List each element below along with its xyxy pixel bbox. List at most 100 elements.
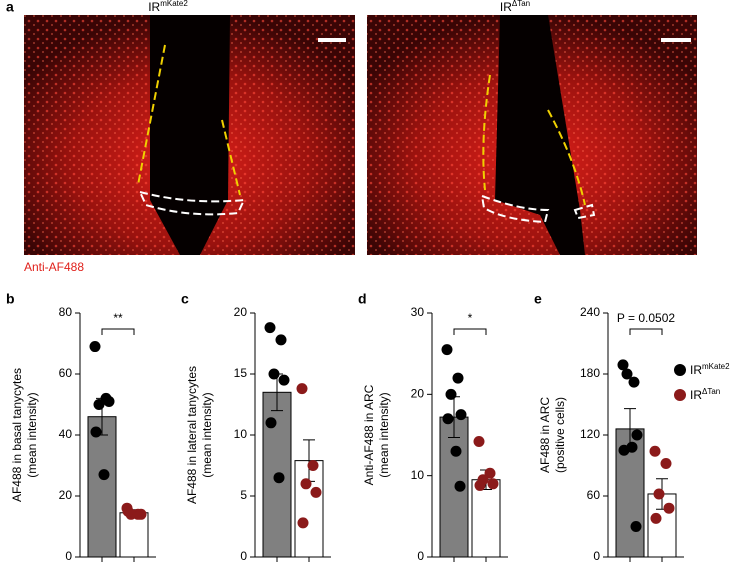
y-tick-label: 20: [411, 387, 425, 401]
y-tick-label: 240: [580, 305, 600, 319]
y-tick-label: 0: [65, 549, 72, 563]
y-tick-label: 0: [417, 549, 424, 563]
data-point: [653, 488, 665, 500]
data-point: [631, 429, 643, 441]
data-point: [297, 517, 309, 529]
y-tick-label: 15: [234, 366, 248, 380]
image-title-sup: ΔTan: [512, 0, 530, 8]
annotation: **: [113, 311, 123, 325]
legend-name: IR: [690, 363, 702, 377]
y-axis-label: Anti-AF488 in ARC: [362, 384, 376, 485]
bar: [87, 416, 117, 558]
data-point: [630, 521, 642, 532]
data-point: [90, 426, 102, 438]
data-point: [265, 417, 277, 429]
panel-letter: e: [534, 291, 542, 307]
y-tick-label: 10: [411, 468, 425, 482]
data-point: [135, 508, 147, 520]
panel-letter: d: [358, 291, 367, 307]
data-point: [122, 505, 134, 517]
data-point: [452, 372, 464, 384]
y-tick-label: 0: [240, 549, 247, 563]
legend-sup: ΔTan: [702, 387, 720, 396]
data-point: [454, 480, 466, 492]
y-axis-label: (mean intensity): [25, 392, 39, 477]
data-point: [445, 388, 457, 400]
data-point: [663, 502, 675, 514]
data-point: [442, 413, 454, 425]
data-point: [473, 436, 485, 448]
data-point: [273, 472, 285, 484]
image-title: IRΔTan: [500, 0, 530, 14]
y-tick-label: 10: [234, 427, 248, 441]
legend-sup: mKate2: [702, 362, 730, 371]
data-point: [89, 341, 101, 353]
stain-label: Anti-AF488: [24, 260, 84, 274]
data-point: [484, 467, 496, 479]
y-tick-label: 0: [593, 549, 600, 563]
data-point: [455, 409, 467, 421]
y-axis-label: (mean intensity): [377, 392, 391, 477]
data-point: [307, 460, 319, 471]
image-title-name: IR: [500, 0, 512, 14]
legend-label: IRmKate2: [690, 362, 730, 377]
data-point: [300, 478, 312, 490]
annotation: P = 0.0502: [617, 311, 675, 325]
data-point: [649, 445, 661, 457]
y-tick-label: 20: [234, 305, 248, 319]
data-point: [103, 395, 115, 407]
bar: [119, 512, 149, 558]
y-tick-label: 80: [59, 305, 73, 319]
legend-name: IR: [690, 388, 702, 402]
y-axis-label: AF488 in basal tanycytes: [10, 368, 24, 502]
y-tick-label: 5: [240, 488, 247, 502]
image-title-name: IR: [148, 0, 160, 14]
annotation: *: [468, 311, 473, 325]
data-point: [278, 374, 290, 386]
micrograph: [367, 15, 697, 255]
significance-bracket: [101, 328, 135, 335]
data-point: [93, 399, 105, 410]
legend: IRmKate2 IRΔTan: [674, 362, 730, 402]
data-point: [441, 344, 453, 356]
data-point: [628, 376, 640, 388]
image-title: IRmKate2: [148, 0, 188, 14]
legend-label: IRΔTan: [690, 387, 720, 402]
micrograph: [24, 15, 355, 255]
data-point: [617, 359, 629, 371]
bar: [471, 479, 501, 558]
data-point: [621, 368, 633, 380]
legend-marker: [674, 389, 686, 401]
data-point: [296, 383, 308, 395]
data-point: [626, 441, 638, 453]
y-tick-label: 60: [59, 366, 73, 380]
data-point: [310, 486, 322, 498]
data-point: [487, 478, 499, 490]
y-tick-label: 120: [580, 427, 600, 441]
data-point: [474, 479, 486, 491]
image-title-sup: mKate2: [160, 0, 188, 8]
y-tick-label: 60: [587, 488, 601, 502]
data-point: [268, 368, 280, 380]
data-point: [660, 457, 672, 469]
y-tick-label: 40: [59, 427, 73, 441]
panel-letter: c: [181, 291, 189, 307]
panel-letter: a: [6, 0, 14, 15]
y-axis-label: (mean intensity): [200, 392, 214, 477]
y-tick-label: 20: [59, 488, 73, 502]
legend-marker: [674, 364, 686, 376]
panel-letter: b: [6, 291, 15, 307]
significance-bracket: [453, 328, 487, 335]
significance-bracket: [629, 328, 663, 335]
data-point: [264, 322, 276, 334]
y-axis-label: AF488 in ARC: [538, 397, 552, 473]
data-point: [650, 512, 662, 524]
data-point: [450, 445, 462, 457]
y-axis-label: AF488 in lateral tanycytes: [185, 366, 199, 504]
y-tick-label: 30: [411, 305, 425, 319]
y-axis-label: (positive cells): [553, 397, 567, 473]
data-point: [275, 334, 287, 346]
y-tick-label: 180: [580, 366, 600, 380]
data-point: [98, 469, 110, 481]
